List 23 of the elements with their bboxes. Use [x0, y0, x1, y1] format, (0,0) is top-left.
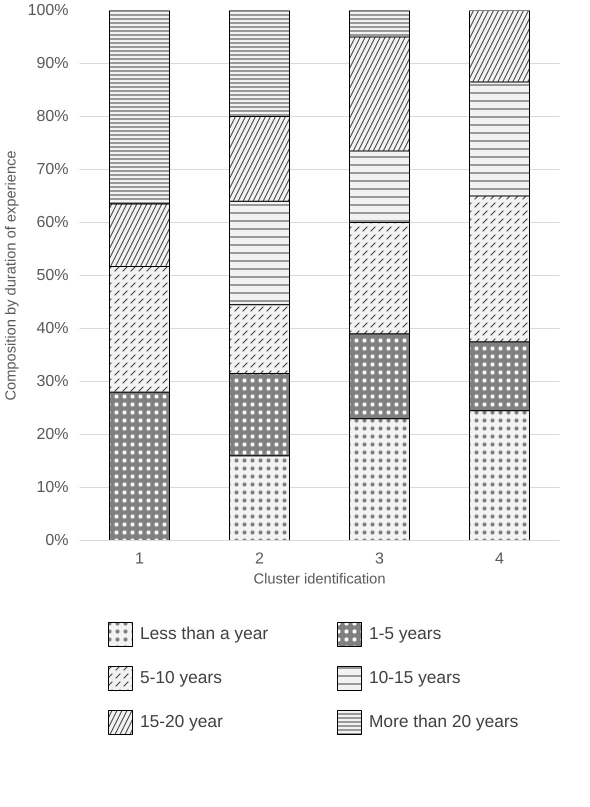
y-tick-label: 20% — [36, 426, 69, 443]
y-tick-label: 60% — [36, 214, 69, 231]
y-tick-label: 100% — [28, 2, 68, 19]
y-tick-label: 70% — [36, 161, 69, 178]
x-axis-title: Cluster identification — [254, 572, 386, 588]
legend-label: 15-20 year — [140, 711, 224, 732]
y-tick-label: 40% — [36, 320, 69, 337]
x-tick-label: 4 — [495, 550, 504, 568]
legend-label: More than 20 years — [369, 711, 520, 732]
x-tick-label: 1 — [135, 550, 144, 568]
legend-label: Less than a year — [140, 623, 270, 644]
legend-label: 10-15 years — [369, 667, 462, 688]
x-tick-label: 2 — [255, 550, 264, 568]
y-tick-label: 50% — [36, 267, 69, 284]
legend-label: 1-5 years — [369, 623, 442, 644]
legend-label: 5-10 years — [140, 667, 223, 688]
y-tick-label: 0% — [45, 532, 68, 549]
y-tick-label: 10% — [36, 479, 69, 496]
x-tick-label: 3 — [375, 550, 384, 568]
y-tick-label: 80% — [36, 108, 69, 125]
y-tick-label: 90% — [36, 55, 69, 72]
y-tick-label: 30% — [36, 373, 69, 390]
y-axis-title: Composition by duration of experience — [4, 150, 20, 401]
